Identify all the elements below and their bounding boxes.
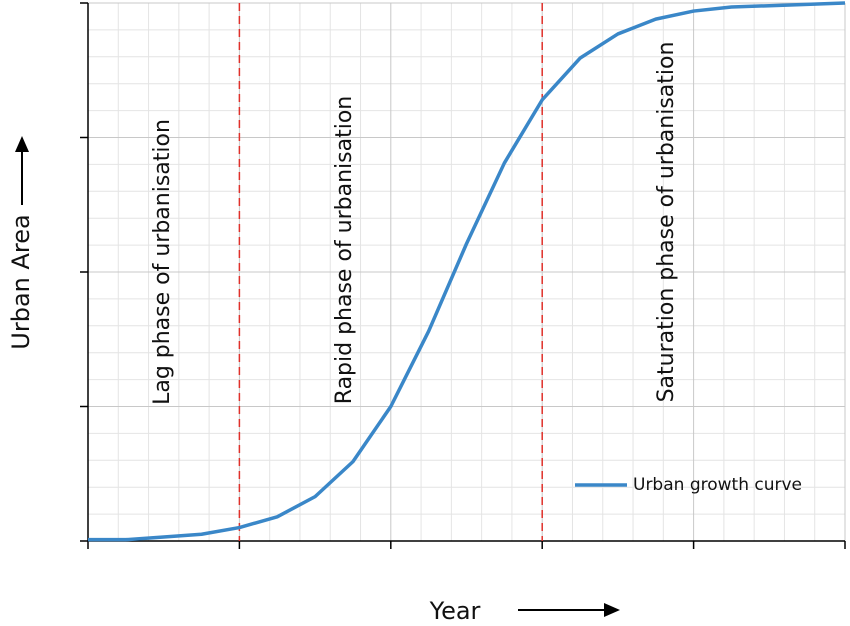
phase-annotation: Saturation phase of urbanisation <box>654 42 679 403</box>
phase-annotation: Rapid phase of urbanisation <box>332 96 357 404</box>
y-axis-arrowhead <box>15 136 29 152</box>
legend: Urban growth curve <box>575 475 802 495</box>
x-axis-label: Year <box>429 597 481 625</box>
legend-label: Urban growth curve <box>633 475 802 495</box>
y-axis-label: Urban Area <box>7 214 35 349</box>
grid <box>80 2 846 549</box>
growth-curve <box>88 1 846 542</box>
phase-annotation: Lag phase of urbanisation <box>150 119 175 405</box>
x-axis-arrowhead <box>604 603 620 617</box>
plot: Lag phase of urbanisation Rapid phase of … <box>88 1 846 542</box>
